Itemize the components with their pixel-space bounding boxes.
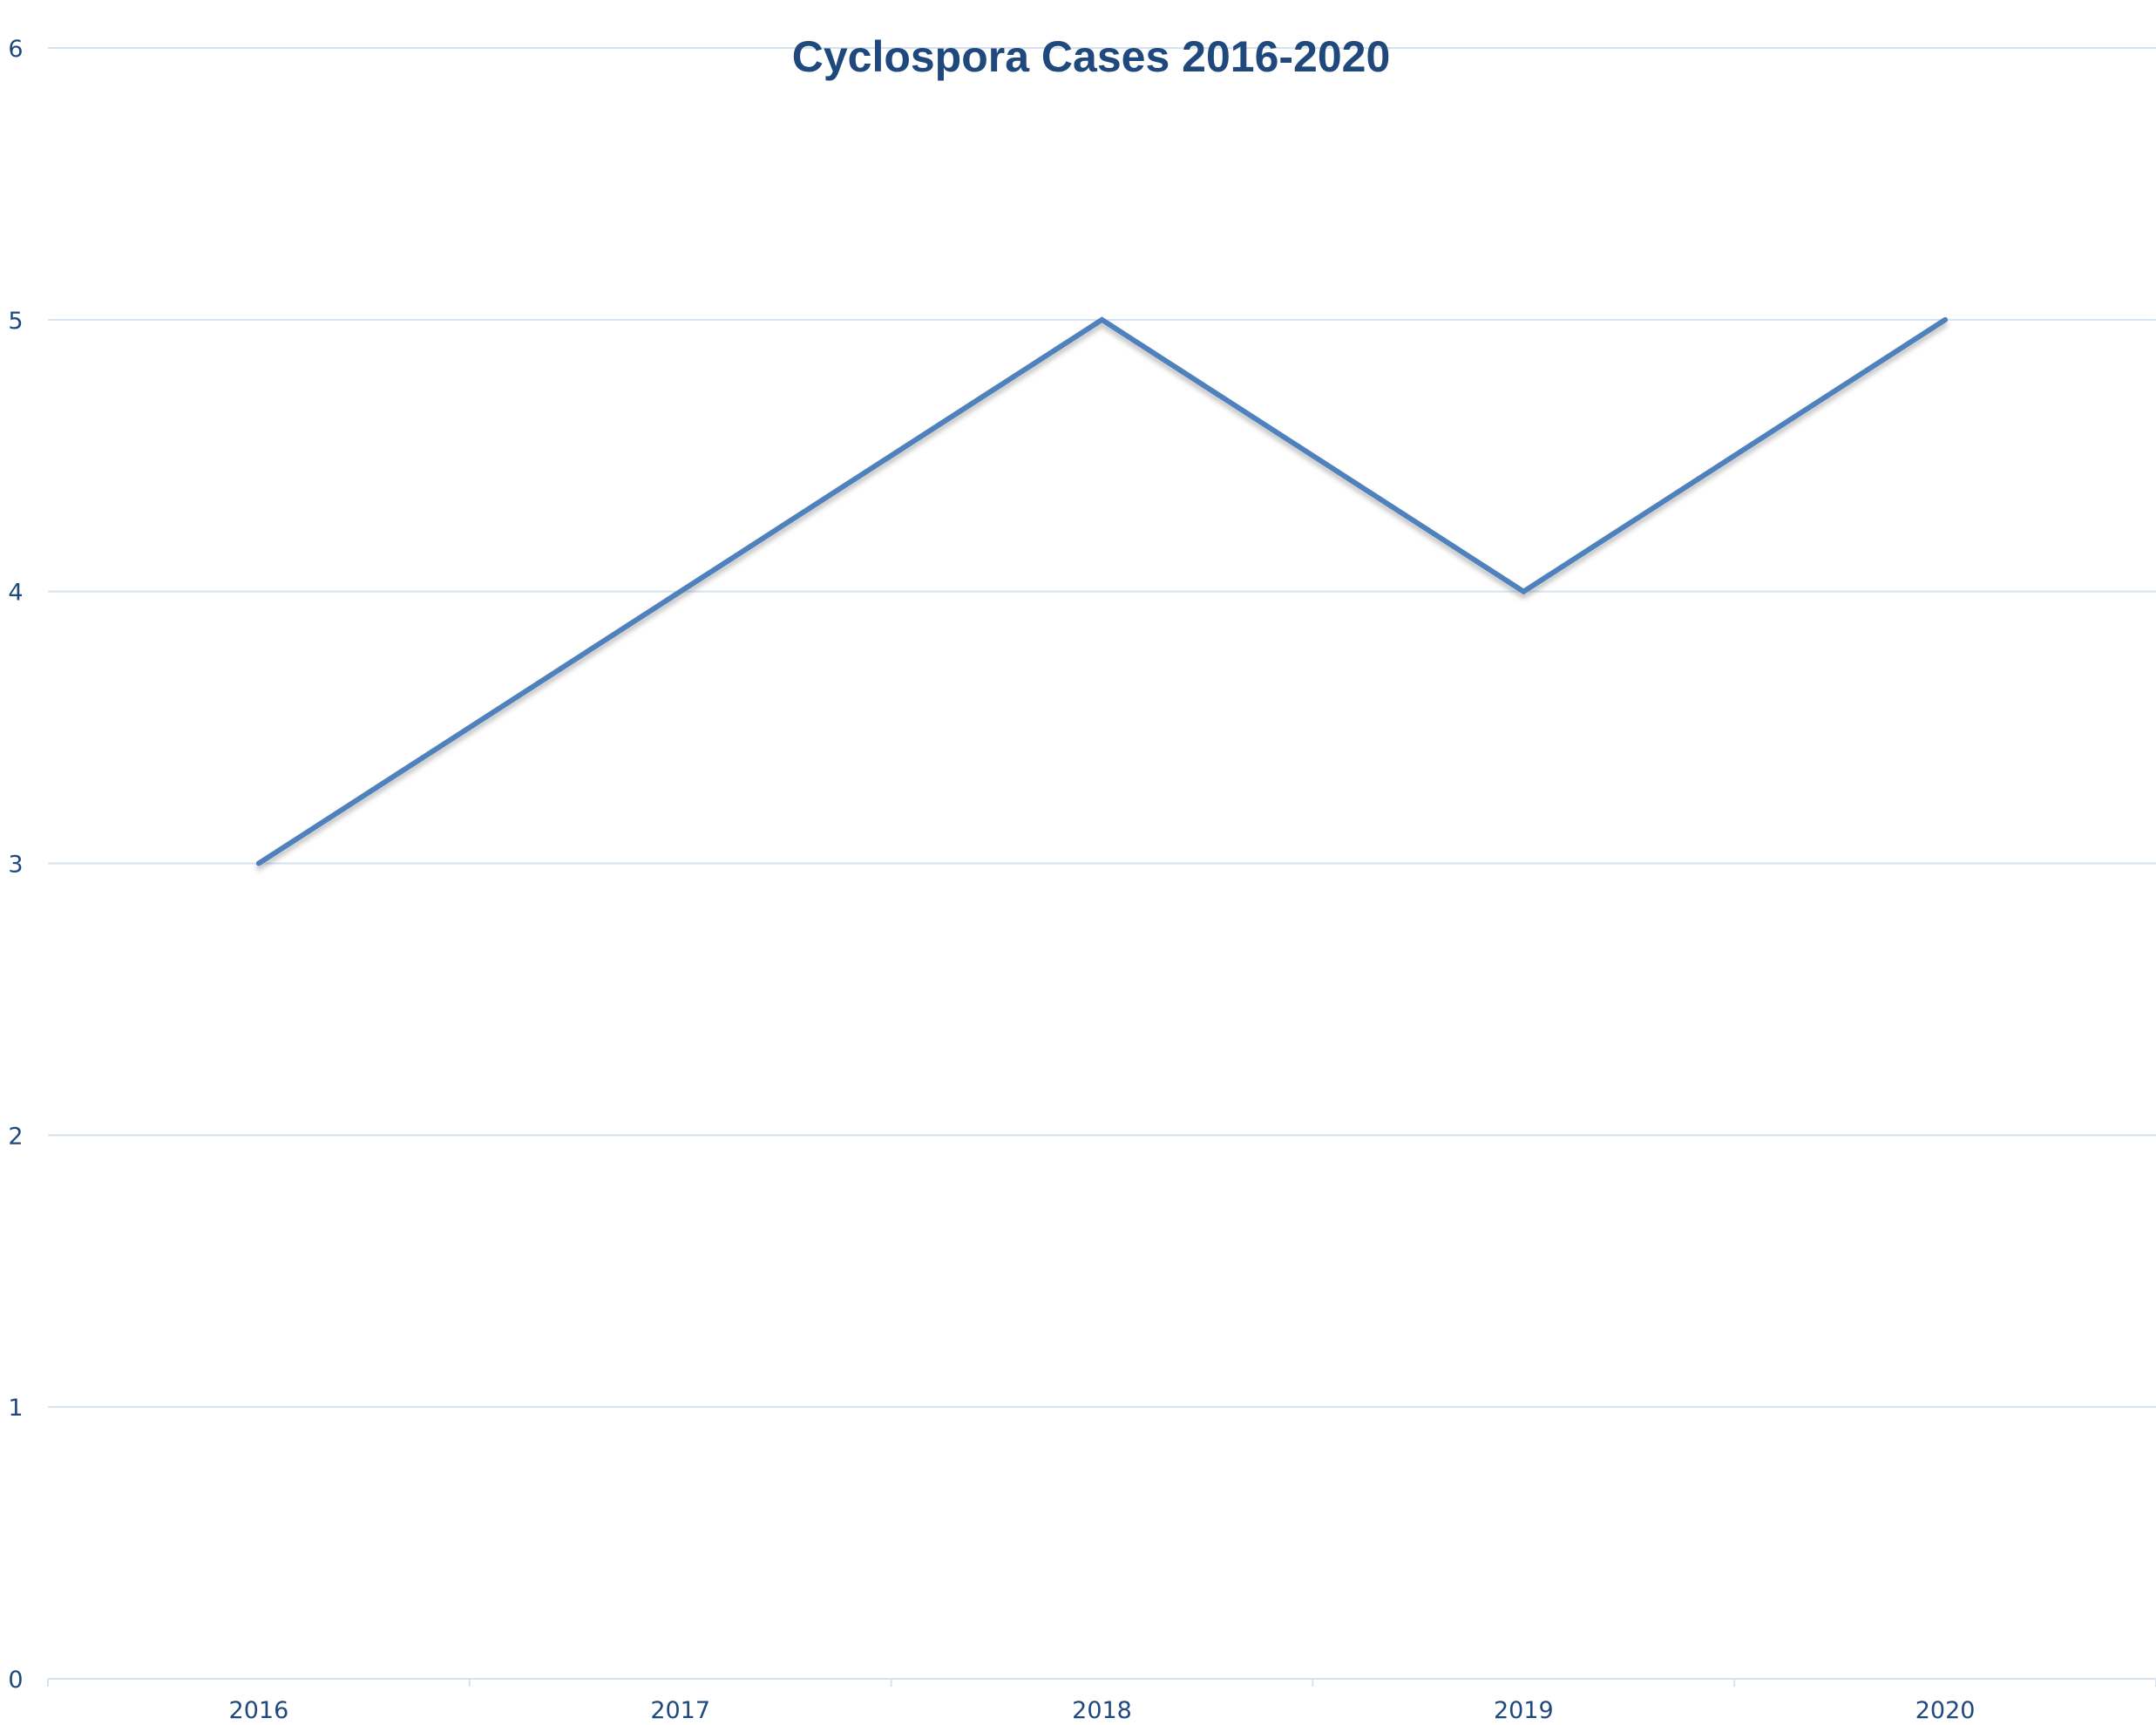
x-tick-label-2020: 2020: [1915, 1697, 1976, 1724]
y-tick-label: 2: [8, 1123, 23, 1150]
x-tick-label-2019: 2019: [1494, 1697, 1554, 1724]
x-tick-label-2016: 2016: [229, 1697, 289, 1724]
chart-title: Cyclospora Cases 2016-2020: [792, 32, 1391, 81]
y-tick-label: 1: [8, 1395, 23, 1422]
x-tick-label-2018: 2018: [1072, 1697, 1132, 1724]
y-axis-tick-labels: 0 1 2 3 4 5 6: [8, 36, 23, 1694]
y-tick-label: 4: [8, 580, 23, 607]
y-tick-label: 0: [8, 1667, 23, 1694]
y-tick-label: 5: [8, 308, 23, 335]
x-tick-label-2017: 2017: [650, 1697, 710, 1724]
x-axis: [47, 1678, 2156, 1687]
x-axis-tick-labels: 2016 2017 2018 2019 2020: [229, 1697, 1976, 1724]
y-tick-label: 6: [8, 36, 23, 63]
gridlines: [48, 47, 2156, 1409]
series-layer: [255, 316, 1949, 866]
y-tick-label: 3: [8, 852, 23, 879]
